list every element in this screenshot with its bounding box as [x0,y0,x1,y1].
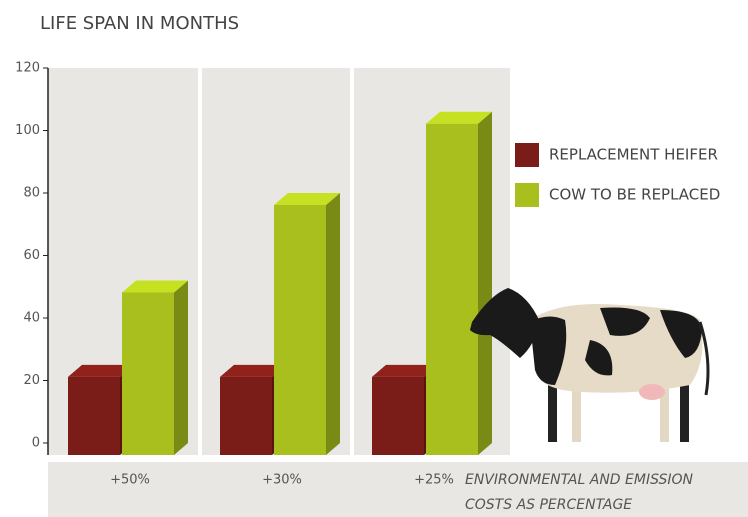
x-axis-title: ENVIRONMENTAL AND EMISSION [465,472,693,488]
bar-top [122,280,188,293]
cow-patch [660,310,702,358]
y-tick-label: 40 [23,311,40,326]
bar-top [220,364,286,377]
cow-tail [698,321,710,396]
cow-body [530,304,703,393]
cow-head [470,288,540,358]
cow-patch [585,340,613,376]
cow-leg [680,370,689,442]
cow-leg [660,375,669,442]
x-axis-title: COSTS AS PERCENTAGE [465,497,632,513]
cow-udder [639,384,665,400]
y-tick-label: 120 [15,61,40,76]
x-band [48,462,748,517]
legend-swatch [515,143,539,167]
bar [426,123,478,455]
x-tick-label: +50% [110,473,150,488]
bar [372,376,424,455]
bar-top [372,364,438,377]
x-tick-label: +25% [414,473,454,488]
x-tick-label: +30% [262,473,302,488]
legend-label: COW TO BE REPLACED [549,186,720,204]
cow-leg [572,380,581,442]
bar-side [174,280,188,455]
bar-top [426,111,492,124]
cow-patch [600,307,650,336]
bar-side [326,193,340,455]
bar-side [478,111,492,455]
cow-illustration [470,288,710,442]
bar [274,205,326,455]
cow-patch [530,316,567,385]
y-tick-label: 20 [23,373,40,388]
y-tick-label: 0 [32,436,40,451]
legend-swatch [515,183,539,207]
chart-title: LIFE SPAN IN MONTHS [40,13,239,34]
bar-top [274,193,340,205]
cow-leg [548,380,557,442]
bar [122,292,174,455]
bar-top [68,364,134,377]
y-tick-label: 80 [23,186,40,201]
bar [220,376,272,455]
bar [68,376,120,455]
legend-label: REPLACEMENT HEIFER [549,146,718,164]
y-tick-label: 100 [15,123,40,138]
y-tick-label: 60 [23,248,40,263]
